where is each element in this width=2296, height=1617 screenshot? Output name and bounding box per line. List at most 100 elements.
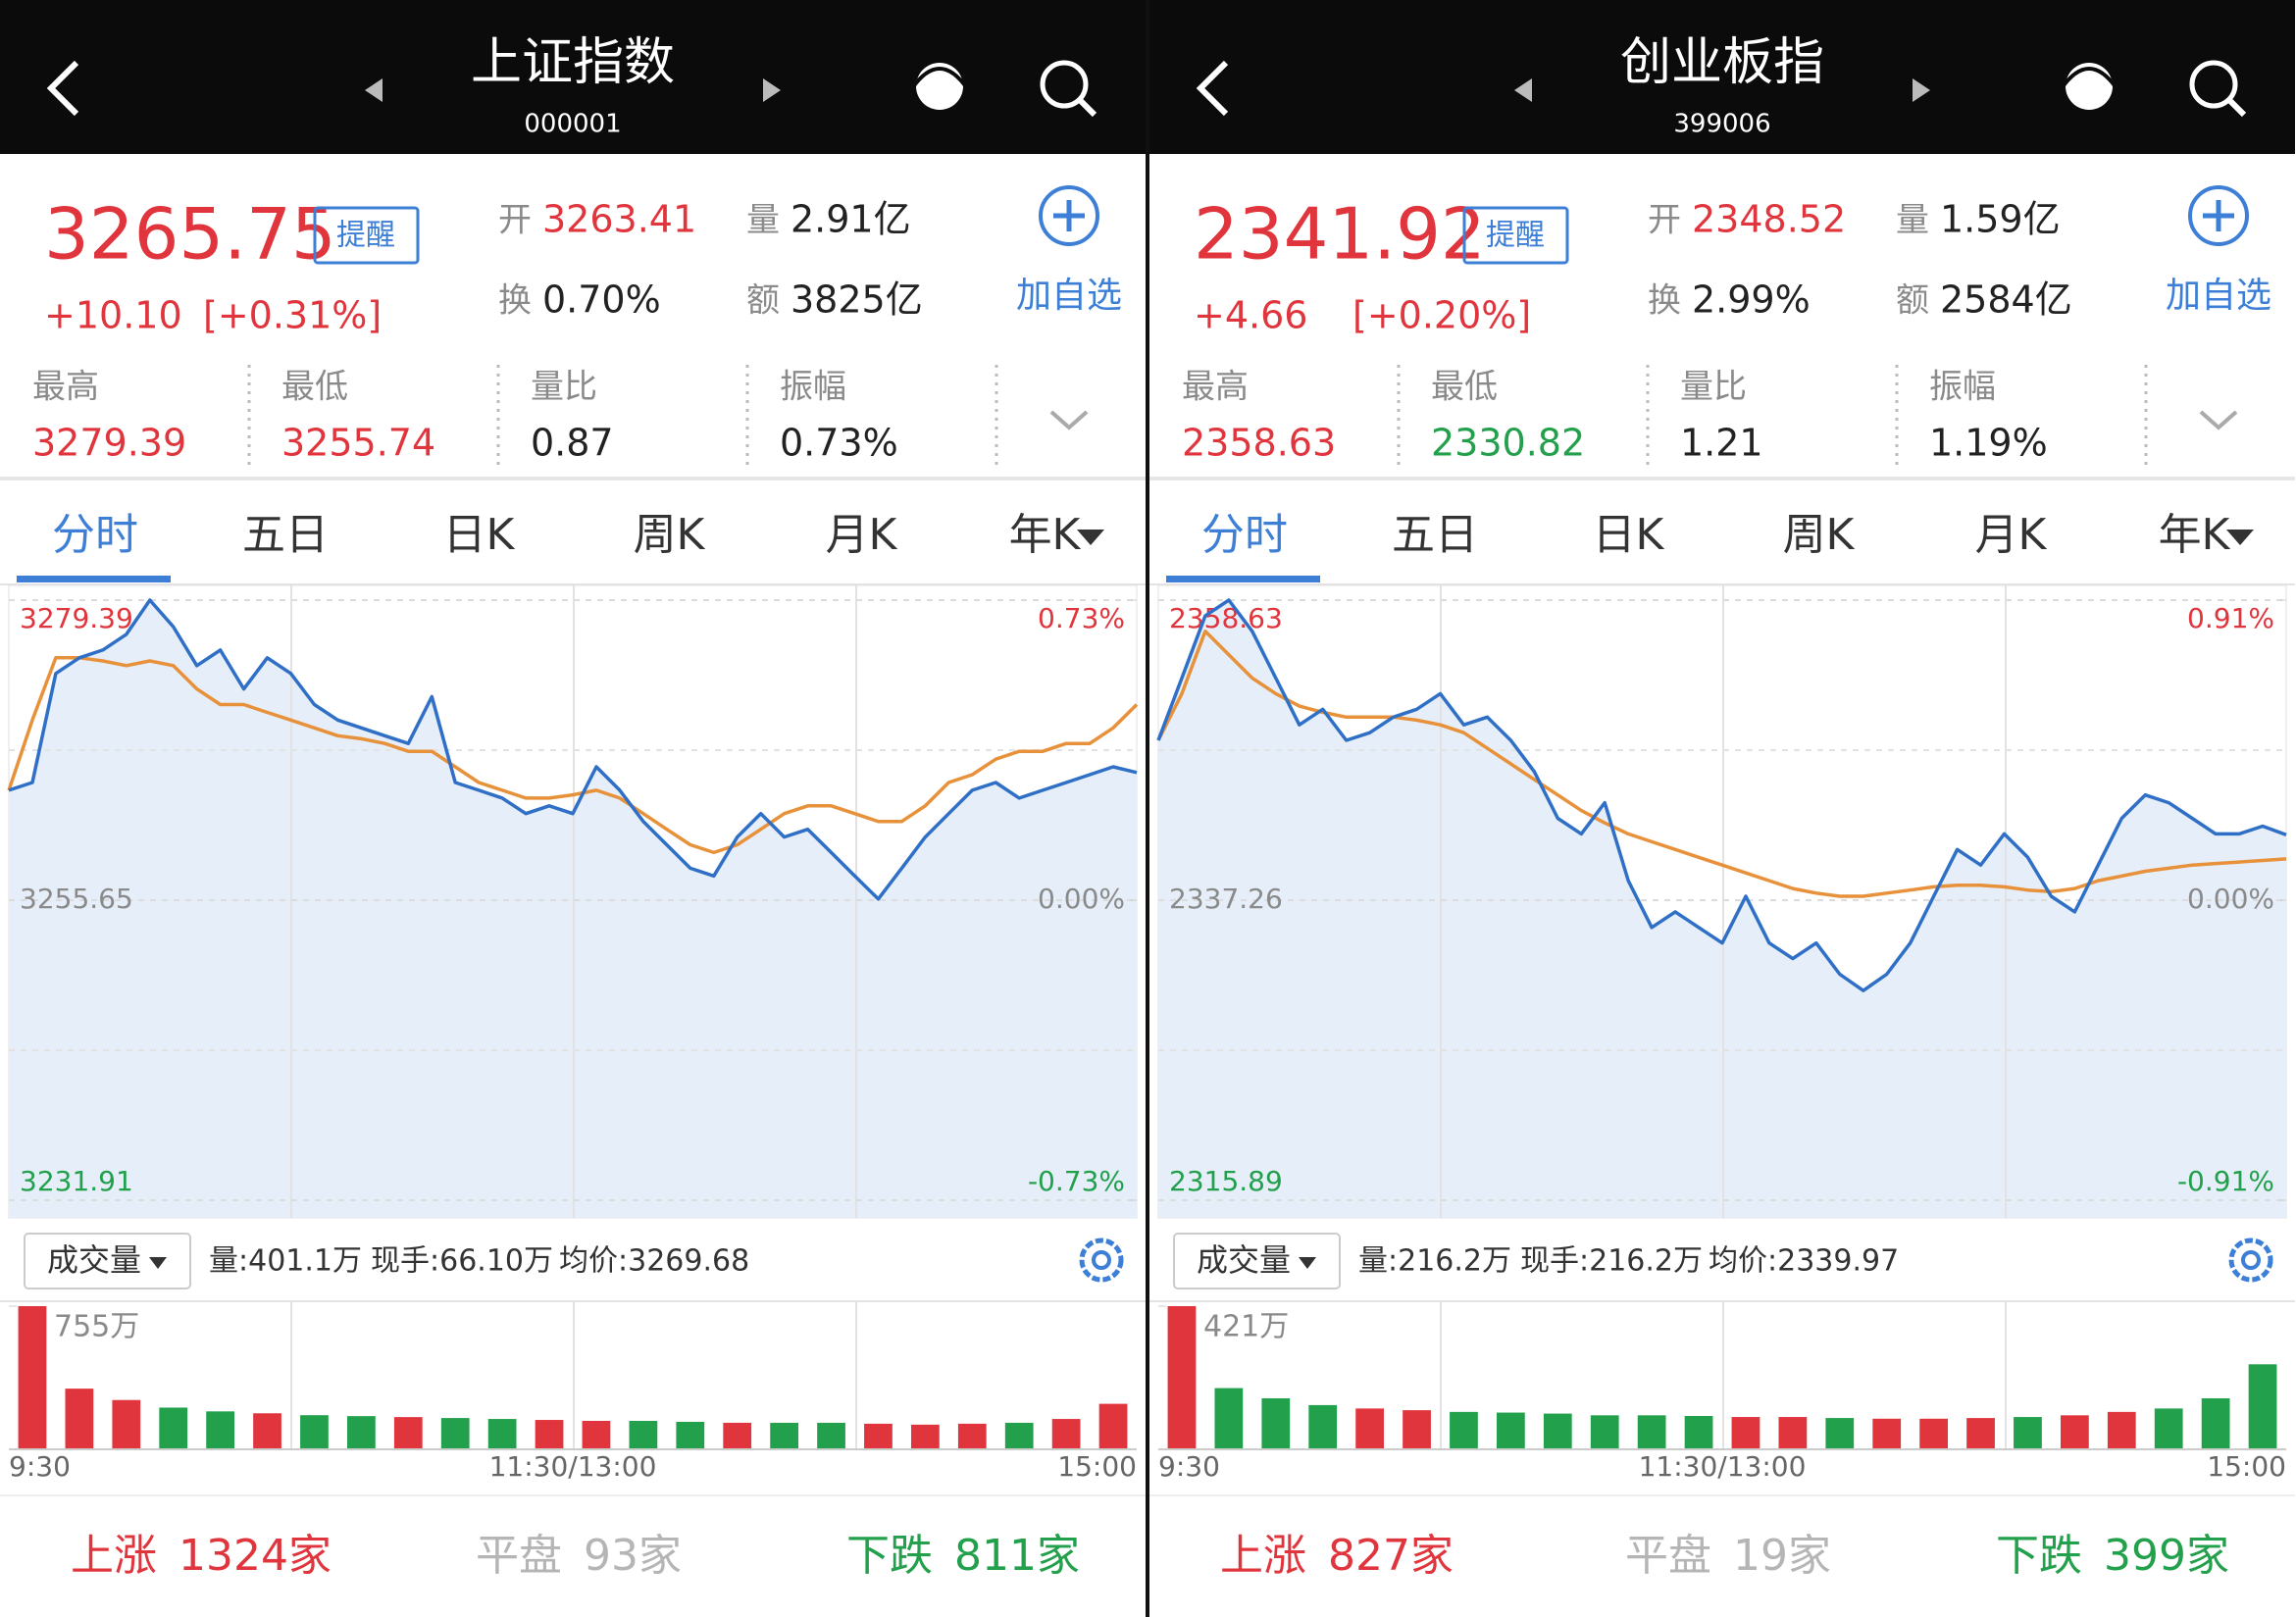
back-button[interactable] [1196,60,1229,117]
period-tab[interactable]: 分时 [52,510,138,560]
volume-bar [1872,1418,1902,1449]
time-label: 9:30 [1158,1450,1220,1483]
current-hand: 现手:216.2万 [1520,1244,1703,1279]
stat-label: 最高 [1182,368,1249,407]
stat-value: 1.19% [1929,422,2048,465]
turnover-label: 换 [498,281,532,321]
breadth-count: 399家 [2104,1531,2229,1581]
breadth-label: 上涨 [71,1531,157,1581]
prev-index[interactable] [365,78,383,102]
prev-index[interactable] [1514,78,1532,102]
price-change-pct: [+0.20%] [1352,294,1531,337]
breadth-label: 平盘 [476,1531,562,1581]
price-change: +4.66 [1194,294,1307,337]
volume-divider [0,1300,1146,1302]
tab-dropdown[interactable] [1077,530,1104,545]
stat-value: 0.73% [780,422,898,465]
next-index[interactable] [1913,78,1930,102]
breadth-divider [1149,1494,2295,1496]
volume-bar [1214,1388,1244,1449]
volume-bar [1450,1411,1478,1449]
volume-bar [1497,1412,1525,1449]
volume-max-label: 421万 [1203,1310,1289,1344]
expand-stats[interactable] [2199,410,2238,430]
stat-value: 0.87 [531,422,614,465]
alert-button[interactable] [1462,206,1569,265]
add-watchlist-icon[interactable] [1039,185,1099,246]
next-index[interactable] [763,78,781,102]
period-tab[interactable]: 周K [634,510,706,560]
volume-bar [253,1413,281,1449]
volume-bar [864,1423,893,1449]
volume-bar [2154,1408,2183,1449]
breadth-label: 下跌 [1996,1531,2082,1581]
stat-value: 3255.74 [281,422,435,465]
settings-icon[interactable] [2228,1238,2273,1283]
add-watchlist-icon[interactable] [2188,185,2249,246]
period-tab[interactable]: 月K [826,510,898,560]
stat-label: 最低 [1431,368,1498,407]
breadth-count: 827家 [1328,1531,1454,1581]
average-price: 均价:3269.68 [559,1244,749,1279]
period-tab[interactable]: 五日 [1392,510,1478,560]
breadth-label: 上涨 [1220,1531,1306,1581]
amount-label: 额 [746,281,780,321]
volume-bar [2248,1364,2277,1449]
search-icon[interactable] [1040,60,1089,109]
indicator-selector[interactable] [24,1233,191,1289]
price-change: +10.10 [44,294,182,337]
back-button[interactable] [46,60,79,117]
amount-label: 额 [1896,281,1929,321]
indicator-dropdown [149,1257,167,1269]
period-tab[interactable]: 分时 [1201,510,1288,560]
turnover-value: 0.70% [542,278,661,322]
add-watchlist-label[interactable]: 加自选 [1016,276,1122,316]
search-icon[interactable] [2189,60,2238,109]
active-tab-underline [1166,576,1320,582]
period-tab[interactable]: 年K [1009,510,1082,560]
stat-value: 1.21 [1680,422,1763,465]
volume-bar [1167,1306,1197,1449]
turnover-label: 换 [1648,281,1681,321]
index-code: 000001 [524,110,621,139]
volume-summary: 量:216.2万 [1358,1244,1511,1279]
settings-icon[interactable] [1079,1238,1124,1283]
indicator-selector[interactable] [1173,1233,1341,1289]
volume-bar [1308,1404,1338,1449]
breadth-count: 19家 [1733,1531,1831,1581]
period-tab[interactable]: 年K [2159,510,2231,560]
volume-bar [723,1422,752,1449]
y-tick-label: 2358.63 [1169,602,1283,634]
volume-bar [440,1418,470,1449]
volume-bar [112,1399,141,1449]
time-label: 9:30 [9,1450,71,1483]
expand-stats[interactable] [1049,410,1089,430]
y2-tick-label: 0.73% [1038,602,1125,634]
volume-bar [817,1422,845,1449]
volume-bar [1543,1413,1572,1449]
volume-bar [1403,1410,1431,1449]
breadth-count: 93家 [584,1531,682,1581]
price-change-pct: [+0.31%] [203,294,382,337]
period-tab[interactable]: 周K [1783,510,1856,560]
y2-tick-label: 0.00% [2187,883,2274,915]
time-label: 11:30/13:00 [1639,1450,1807,1483]
period-tab[interactable]: 五日 [242,510,329,560]
y2-tick-label: -0.91% [2177,1165,2274,1197]
add-watchlist-label[interactable]: 加自选 [2166,276,2271,316]
period-tab[interactable]: 月K [1975,510,2048,560]
tab-dropdown[interactable] [2226,530,2254,545]
volume-bar [18,1306,47,1449]
active-tab-underline [17,576,171,582]
period-tab[interactable]: 日K [1593,510,1665,560]
alert-button[interactable] [313,206,420,265]
volume-bar [629,1420,658,1449]
volume-bar [676,1421,705,1449]
volume-bar [159,1407,188,1449]
indicator-dropdown [1299,1257,1316,1269]
volume-bar [1051,1419,1081,1449]
volume-bar [1098,1403,1128,1449]
period-tab[interactable]: 日K [443,510,516,560]
volume-bar [535,1420,564,1449]
